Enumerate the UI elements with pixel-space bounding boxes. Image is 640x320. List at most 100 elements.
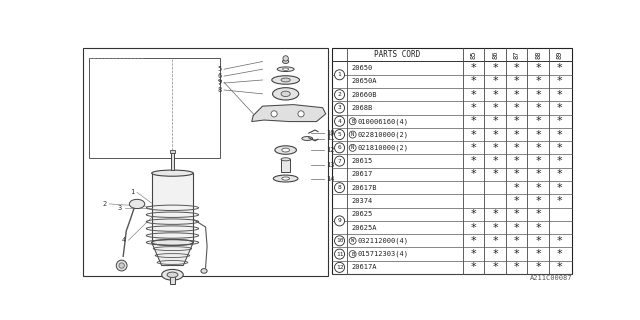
- Text: *: *: [536, 236, 541, 246]
- Text: *: *: [470, 130, 476, 140]
- Text: *: *: [536, 209, 541, 219]
- Ellipse shape: [281, 91, 291, 97]
- Text: 010006160(4): 010006160(4): [357, 118, 408, 124]
- Text: 021810000(2): 021810000(2): [357, 145, 408, 151]
- Text: *: *: [470, 103, 476, 113]
- Bar: [332, 48, 572, 274]
- Text: *: *: [470, 76, 476, 86]
- Text: *: *: [492, 90, 498, 100]
- Polygon shape: [152, 243, 193, 266]
- Text: *: *: [557, 169, 563, 180]
- Text: 20617: 20617: [351, 172, 372, 177]
- Text: 12: 12: [326, 147, 334, 153]
- Circle shape: [349, 131, 356, 138]
- Text: *: *: [536, 103, 541, 113]
- Ellipse shape: [275, 146, 296, 154]
- Text: *: *: [557, 183, 563, 193]
- Text: *: *: [492, 249, 498, 259]
- Text: 88: 88: [535, 50, 541, 59]
- Bar: [83, 48, 328, 276]
- Text: *: *: [536, 130, 541, 140]
- Text: 3: 3: [118, 205, 122, 211]
- Ellipse shape: [162, 269, 183, 280]
- Text: 1: 1: [338, 72, 341, 77]
- Text: *: *: [470, 222, 476, 233]
- Text: 86: 86: [492, 50, 498, 59]
- Text: 20650A: 20650A: [351, 78, 376, 84]
- Text: *: *: [536, 262, 541, 272]
- Text: B: B: [351, 119, 355, 124]
- Ellipse shape: [277, 67, 294, 71]
- Ellipse shape: [152, 170, 193, 176]
- Text: *: *: [492, 116, 498, 126]
- Circle shape: [271, 111, 277, 117]
- Text: *: *: [492, 130, 498, 140]
- Text: *: *: [492, 236, 498, 246]
- Text: 13: 13: [326, 163, 334, 168]
- Text: 5: 5: [218, 66, 221, 72]
- Text: *: *: [514, 196, 520, 206]
- Ellipse shape: [272, 76, 300, 84]
- Text: *: *: [470, 156, 476, 166]
- Ellipse shape: [283, 60, 289, 63]
- Text: *: *: [470, 249, 476, 259]
- Text: *: *: [514, 143, 520, 153]
- Text: 85: 85: [470, 50, 477, 59]
- Text: 9: 9: [338, 218, 341, 223]
- Text: *: *: [536, 76, 541, 86]
- Text: *: *: [470, 209, 476, 219]
- Text: *: *: [514, 183, 520, 193]
- Text: W: W: [351, 238, 355, 243]
- Text: 032112000(4): 032112000(4): [357, 237, 408, 244]
- Text: *: *: [557, 76, 563, 86]
- Text: *: *: [492, 169, 498, 180]
- Text: N: N: [351, 145, 355, 150]
- Text: 3: 3: [338, 106, 341, 110]
- Text: 14: 14: [326, 176, 334, 181]
- Circle shape: [335, 116, 344, 126]
- Text: *: *: [470, 116, 476, 126]
- Text: PARTS CORD: PARTS CORD: [374, 50, 420, 59]
- Text: *: *: [536, 222, 541, 233]
- Circle shape: [335, 183, 344, 193]
- Text: *: *: [557, 130, 563, 140]
- Text: *: *: [536, 116, 541, 126]
- Text: *: *: [514, 90, 520, 100]
- Text: *: *: [514, 76, 520, 86]
- Text: *: *: [557, 249, 563, 259]
- Circle shape: [283, 56, 289, 61]
- Bar: [170, 150, 175, 153]
- Text: 2068B: 2068B: [351, 105, 372, 111]
- Ellipse shape: [302, 137, 312, 140]
- Text: 20615: 20615: [351, 158, 372, 164]
- Circle shape: [335, 130, 344, 140]
- Ellipse shape: [273, 175, 298, 182]
- Text: *: *: [536, 156, 541, 166]
- Ellipse shape: [201, 268, 207, 273]
- Text: 7: 7: [218, 80, 221, 86]
- Circle shape: [335, 103, 344, 113]
- Text: 11: 11: [326, 135, 334, 141]
- Text: *: *: [492, 156, 498, 166]
- Ellipse shape: [281, 158, 291, 161]
- Text: *: *: [470, 90, 476, 100]
- Text: 8: 8: [218, 87, 221, 93]
- Text: A211C00087: A211C00087: [531, 275, 573, 281]
- Text: *: *: [557, 156, 563, 166]
- Text: *: *: [557, 236, 563, 246]
- Text: *: *: [492, 143, 498, 153]
- Text: *: *: [470, 143, 476, 153]
- Text: 10: 10: [326, 130, 334, 136]
- Text: *: *: [470, 262, 476, 272]
- Text: 20625A: 20625A: [351, 225, 376, 230]
- Ellipse shape: [273, 88, 299, 100]
- Circle shape: [349, 251, 356, 258]
- Circle shape: [335, 70, 344, 80]
- Text: 2: 2: [102, 201, 107, 207]
- Text: *: *: [536, 196, 541, 206]
- Circle shape: [335, 236, 344, 246]
- Bar: [281, 159, 291, 172]
- Ellipse shape: [281, 78, 291, 82]
- Text: 015712303(4): 015712303(4): [357, 251, 408, 257]
- Text: *: *: [557, 196, 563, 206]
